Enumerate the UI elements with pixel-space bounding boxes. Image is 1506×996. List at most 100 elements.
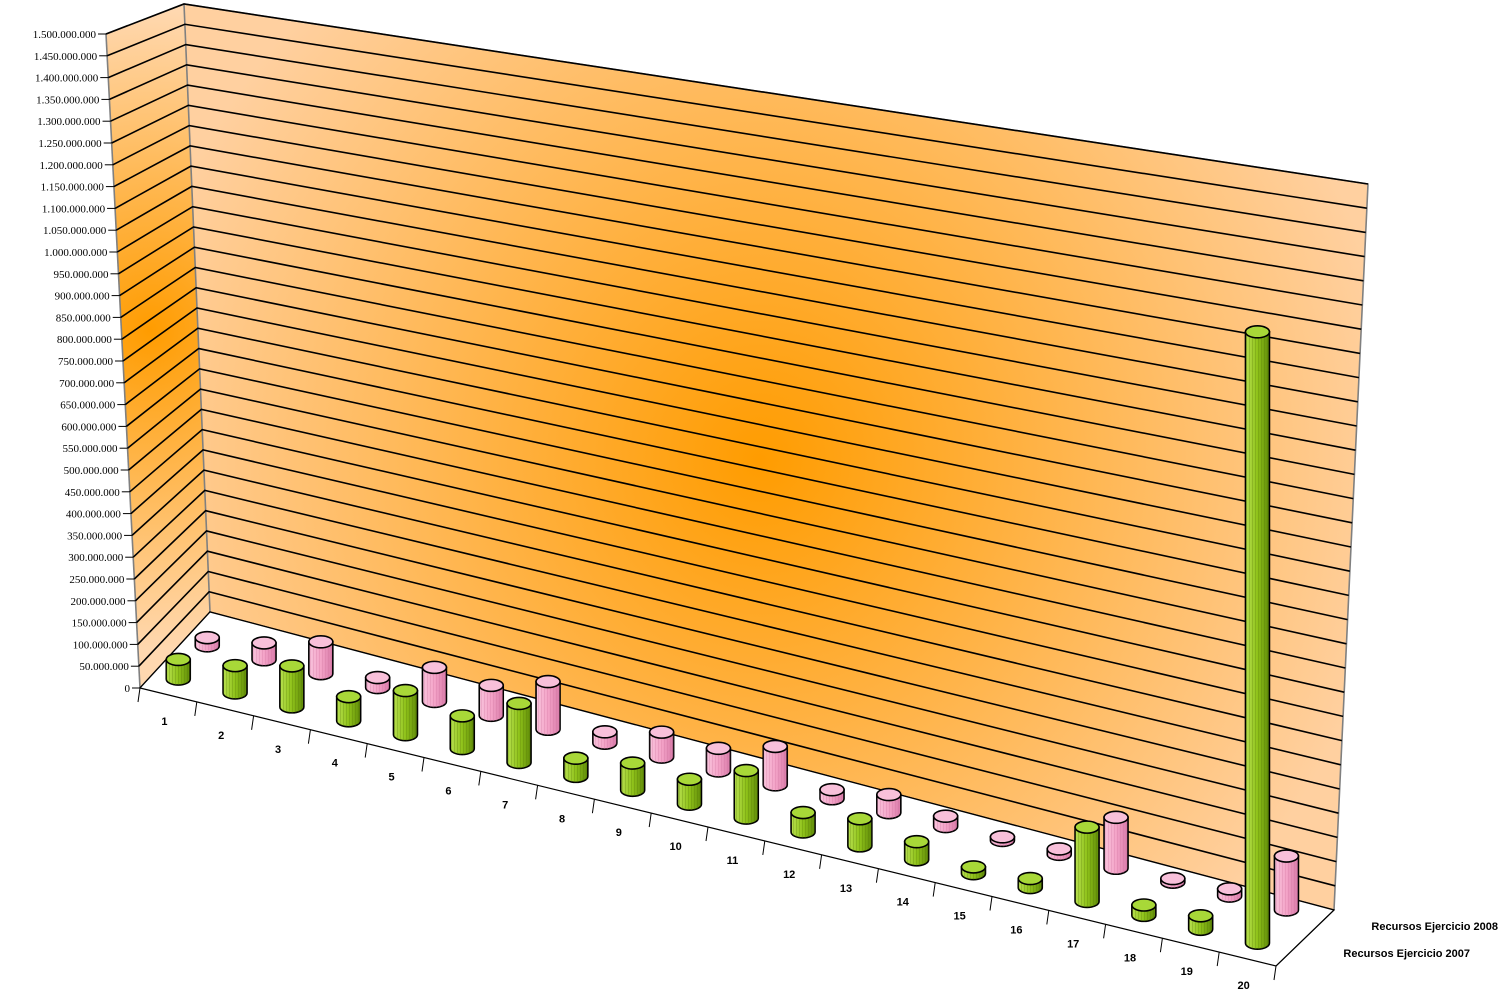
gridline — [131, 469, 1343, 742]
x-tick-label: 8 — [559, 813, 565, 825]
x-tick-mark — [1273, 965, 1277, 981]
gridline — [137, 570, 1337, 863]
y-tick-label: 1.350.000.000 — [36, 94, 100, 106]
y-tick-label: 1.500.000.000 — [33, 29, 97, 41]
x-tick-mark — [591, 799, 595, 814]
bar — [733, 763, 760, 825]
x-tick-mark — [535, 785, 539, 800]
x-tick-mark — [1046, 910, 1050, 925]
y-tick-label: 1.000.000.000 — [44, 247, 108, 259]
legend-entry: Recursos Ejercicio 2007 — [1343, 948, 1470, 960]
x-tick-label: 16 — [1010, 924, 1022, 936]
gridline — [134, 530, 1339, 814]
bars — [165, 325, 1300, 950]
bar — [535, 674, 561, 737]
y-tick-label: 350.000.000 — [67, 530, 123, 542]
gridline — [124, 347, 1349, 597]
gridline — [107, 43, 1366, 234]
gridline — [112, 124, 1362, 330]
x-tick-label: 6 — [445, 785, 451, 797]
bar — [506, 696, 532, 770]
gridline — [128, 408, 1346, 669]
y-tick-label: 850.000.000 — [56, 312, 112, 324]
x-tick-label: 4 — [332, 758, 339, 770]
bar — [251, 636, 277, 667]
gridline — [132, 489, 1341, 766]
x-tick-mark — [1103, 924, 1107, 939]
bar — [279, 659, 305, 714]
y-tick-label: 100.000.000 — [73, 639, 129, 651]
x-tick-mark — [762, 840, 766, 855]
x-tick-label: 19 — [1181, 966, 1193, 978]
gridline — [105, 3, 1369, 185]
y-tick-label: 750.000.000 — [58, 356, 114, 368]
bar — [619, 756, 646, 798]
bar — [1131, 898, 1157, 923]
bar — [392, 683, 419, 742]
bar — [1103, 810, 1129, 876]
x-tick-label: 5 — [389, 772, 395, 784]
gridline — [136, 550, 1338, 839]
y-tick-label: 1.200.000.000 — [40, 160, 104, 172]
x-tick-label: 12 — [783, 869, 795, 881]
x-tick-mark — [932, 882, 936, 897]
gridline — [123, 327, 1351, 572]
legend: Recursos Ejercicio 2008 Recursos Ejercici… — [1343, 921, 1498, 960]
bar — [903, 834, 930, 867]
x-tick-mark — [307, 729, 311, 744]
gridline — [116, 205, 1357, 427]
gridline — [119, 246, 1355, 476]
depth-edge — [1275, 909, 1335, 967]
y-tick-label: 300.000.000 — [68, 552, 124, 564]
x-tick-label: 2 — [218, 730, 224, 742]
x-tick-mark — [1216, 952, 1220, 967]
y-tick-label: 0 — [125, 683, 131, 695]
y-tick-label: 250.000.000 — [69, 574, 125, 586]
gridline — [115, 185, 1358, 403]
y-tick-label: 1.050.000.000 — [43, 225, 107, 237]
bar — [194, 630, 221, 653]
bar — [989, 830, 1016, 848]
bar — [1273, 849, 1300, 917]
legend-entry: Recursos Ejercicio 2008 — [1371, 921, 1498, 933]
bar — [1216, 882, 1243, 903]
bar — [676, 772, 703, 811]
gridline — [125, 367, 1348, 621]
y-tick-label: 650.000.000 — [60, 400, 116, 412]
bar — [648, 725, 675, 764]
gridline — [110, 84, 1364, 282]
bar — [1244, 325, 1271, 950]
x-tick-mark — [989, 896, 993, 911]
x-tick-label: 10 — [669, 841, 681, 853]
y-tick-label: 550.000.000 — [63, 443, 119, 455]
x-tick-mark — [648, 813, 652, 828]
bar — [165, 652, 192, 686]
y-tick-label: 900.000.000 — [55, 291, 111, 303]
x-tick-mark — [421, 757, 425, 772]
x-tick-mark — [194, 701, 198, 716]
bar — [1160, 871, 1186, 889]
y-tick-label: 950.000.000 — [53, 269, 109, 281]
gridline — [138, 590, 1336, 887]
y-tick-label: 1.400.000.000 — [35, 73, 99, 85]
y-tick-label: 450.000.000 — [65, 487, 121, 499]
y-tick-label: 50.000.000 — [79, 661, 129, 673]
x-tick-label: 13 — [840, 883, 852, 895]
y-tick-label: 1.150.000.000 — [41, 182, 105, 194]
bar — [592, 725, 618, 750]
bar — [932, 809, 959, 834]
gridline — [133, 509, 1340, 790]
bar — [308, 634, 334, 681]
gridline — [129, 428, 1345, 693]
x-tick-label: 15 — [953, 911, 965, 923]
bar — [790, 805, 816, 839]
bar — [762, 739, 789, 792]
x-tick-label: 1 — [161, 716, 167, 728]
gridline — [114, 165, 1360, 379]
bar — [478, 678, 505, 723]
x-tick-label: 9 — [616, 827, 622, 839]
y-tick-label: 800.000.000 — [57, 334, 113, 346]
bar — [449, 709, 476, 756]
x-tick-mark — [478, 771, 482, 786]
y-tick-label: 200.000.000 — [70, 596, 126, 608]
